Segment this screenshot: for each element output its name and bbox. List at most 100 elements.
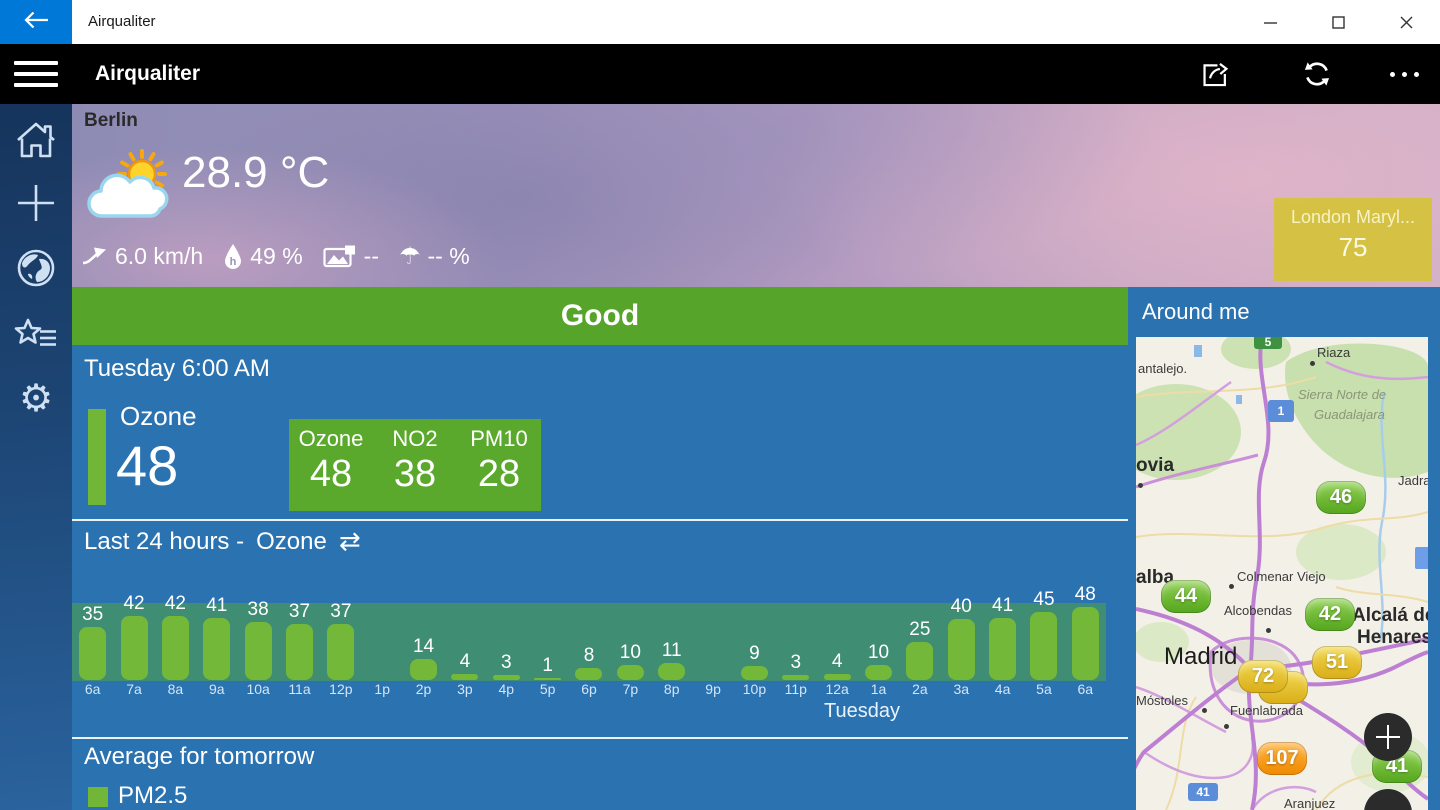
section-divider xyxy=(72,519,1128,521)
saved-location-tile[interactable]: London Maryl... 75 xyxy=(1274,198,1432,281)
maximize-button[interactable] xyxy=(1304,0,1372,44)
hour-tick-label: 4a xyxy=(994,681,1011,697)
humidity-drop-icon: h xyxy=(225,243,242,269)
chart-slot: 37 12p xyxy=(320,575,361,699)
hour-tick-label: 8p xyxy=(663,681,680,697)
hour-tick-label: 6p xyxy=(581,681,597,697)
hour-tick-label: 9a xyxy=(208,681,225,697)
pollutant-summary-box: Ozone 48 NO2 38 PM10 28 xyxy=(289,419,541,511)
pollutant-col-pm10: PM10 28 xyxy=(470,426,528,495)
chart-slot: 4 12a xyxy=(816,575,857,699)
hour-tick-label: 5a xyxy=(1036,681,1052,697)
app-title: Airqualiter xyxy=(95,62,201,85)
wind-stat: 6.0 km/h xyxy=(82,243,203,270)
chart-bar xyxy=(865,665,892,680)
close-button[interactable] xyxy=(1372,0,1440,44)
main-panel: Good Tuesday 6:00 AM Ozone 48 Ozone 48 N… xyxy=(72,287,1128,810)
bar-value-label: 8 xyxy=(583,645,595,666)
pressure-value: -- xyxy=(363,242,379,269)
around-me-map[interactable]: antalejo. Riaza Sierra Norte de Guadalajara… xyxy=(1136,337,1428,810)
chart-slot: 42 7a xyxy=(113,575,154,699)
chart-bar xyxy=(575,668,603,680)
chart-bar xyxy=(740,666,768,680)
back-button[interactable] xyxy=(0,0,72,44)
bar-value-label: 1 xyxy=(542,655,553,676)
around-me-panel: Around me xyxy=(1128,287,1440,810)
back-arrow-icon xyxy=(23,11,49,34)
chart-bar xyxy=(1071,607,1099,680)
chart-bar xyxy=(79,627,107,680)
chart-bar xyxy=(120,616,148,680)
chart-bar xyxy=(161,616,189,680)
aqi-station-badge[interactable]: 51 xyxy=(1312,646,1362,679)
map-zoom-out-button[interactable] xyxy=(1364,789,1412,810)
bar-value-label: 25 xyxy=(909,619,931,640)
precipitation-stat: ☂ -- % xyxy=(399,242,470,270)
pm25-label: PM2.5 xyxy=(118,782,188,809)
svg-text:h: h xyxy=(230,256,237,268)
bar-value-label: 40 xyxy=(950,596,972,617)
chart-slot: 8 6p xyxy=(568,575,609,699)
sidebar-item-settings[interactable]: ⚙ xyxy=(0,370,72,426)
bar-value-label: 10 xyxy=(867,642,890,663)
chart-slot: 42 8a xyxy=(155,575,196,699)
map-zoom-in-button[interactable] xyxy=(1364,713,1412,761)
hour-tick-label: 12a xyxy=(825,681,849,697)
sidebar-item-add-location[interactable] xyxy=(0,175,72,231)
map-label: antalejo. xyxy=(1138,361,1188,376)
chart-slot: 25 2a xyxy=(899,575,940,699)
map-town-dot xyxy=(1310,361,1315,366)
pollutant-col-ozone: Ozone 48 xyxy=(298,426,364,495)
share-button[interactable] xyxy=(1191,50,1239,98)
hour-tick-label: 6a xyxy=(1077,681,1094,697)
hour-tick-label: 7a xyxy=(126,681,142,697)
map-label: Colmenar Viejo xyxy=(1237,569,1326,584)
bar-value-label: 42 xyxy=(123,593,145,614)
globe-icon xyxy=(17,249,55,287)
aqi-station-badge[interactable]: 42 xyxy=(1305,598,1355,631)
aqi-station-badge[interactable]: 46 xyxy=(1316,481,1366,514)
chart-bar xyxy=(658,663,686,680)
map-label: Jadra xyxy=(1398,473,1428,488)
bar-value-label: 9 xyxy=(749,643,760,664)
minimize-button[interactable] xyxy=(1236,0,1304,44)
close-icon xyxy=(1400,16,1412,28)
app-bar: Airqualiter xyxy=(0,44,1440,104)
aqi-station-badge[interactable]: 72 xyxy=(1238,660,1288,693)
chart-bar xyxy=(327,624,355,680)
chart-bar xyxy=(451,674,479,680)
bar-value-label: 42 xyxy=(164,593,186,614)
chart-slot: 10 7p xyxy=(610,575,651,699)
hamburger-menu-button[interactable] xyxy=(12,52,60,96)
more-button[interactable] xyxy=(1380,50,1428,98)
chart-slots: 35 6a 42 7a 42 8a 41 9a 38 10a 37 11a 37 12p 1p 14 2p 4 3p… xyxy=(72,575,1106,699)
map-label: Alcalá de xyxy=(1352,605,1428,626)
refresh-button[interactable] xyxy=(1293,50,1341,98)
chart-slot: 45 5a xyxy=(1023,575,1064,699)
sidebar-item-favorites[interactable] xyxy=(0,307,72,363)
chart-bar xyxy=(410,659,438,680)
chart-slot: 14 2p xyxy=(403,575,444,699)
gear-icon: ⚙ xyxy=(18,376,54,420)
aqi-station-badge[interactable]: 107 xyxy=(1257,742,1307,775)
hamburger-icon xyxy=(14,61,58,65)
chart-bar xyxy=(203,618,231,680)
hour-tick-label: 9p xyxy=(705,681,721,697)
partly-cloudy-icon xyxy=(80,146,180,237)
chart-bar xyxy=(989,618,1017,680)
bar-value-label: 41 xyxy=(206,595,228,616)
saved-location-aqi: 75 xyxy=(1338,232,1368,262)
chart-bar xyxy=(823,674,851,680)
star-list-icon xyxy=(14,318,56,346)
map-town-dot xyxy=(1224,724,1229,729)
hour-tick-label: 3p xyxy=(457,681,473,697)
swap-pollutant-icon[interactable]: ⇄ xyxy=(338,527,361,557)
bar-value-label: 35 xyxy=(82,604,104,625)
chart-slot: 4 3p xyxy=(444,575,485,699)
pm25-legend-square xyxy=(88,787,108,807)
sidebar-item-home[interactable] xyxy=(0,112,72,168)
aqi-station-badge[interactable]: 44 xyxy=(1161,580,1211,613)
sidebar-item-world[interactable] xyxy=(0,240,72,296)
wind-value: 6.0 km/h xyxy=(115,242,204,269)
air-quality-banner: Good xyxy=(72,287,1128,345)
